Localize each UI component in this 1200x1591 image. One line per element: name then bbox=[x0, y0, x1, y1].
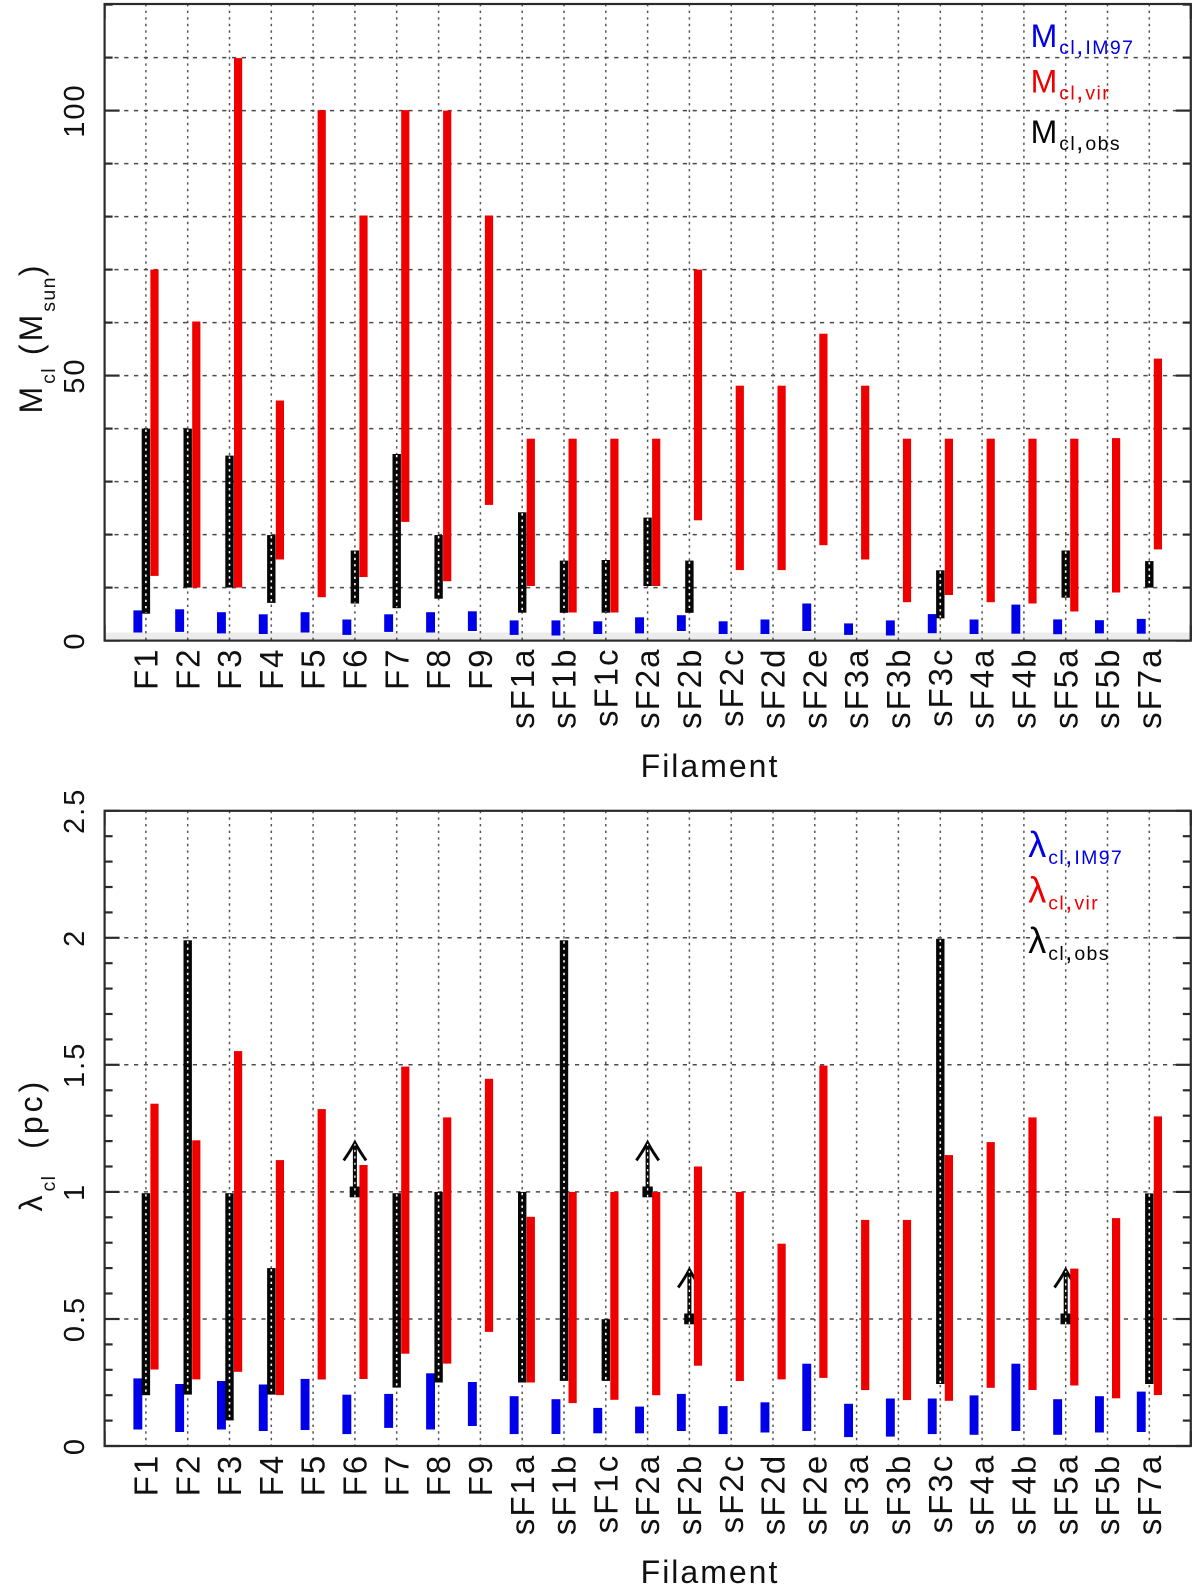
svg-text:sF3c: sF3c bbox=[922, 1454, 959, 1534]
svg-text:F7: F7 bbox=[378, 648, 415, 691]
svg-text:50: 50 bbox=[59, 357, 91, 393]
svg-text:2.5: 2.5 bbox=[59, 788, 91, 834]
svg-text:sF3c: sF3c bbox=[922, 648, 959, 728]
svg-text:F6: F6 bbox=[337, 648, 374, 691]
svg-text:sF2e: sF2e bbox=[796, 1454, 833, 1535]
svg-text:F5: F5 bbox=[295, 1454, 332, 1497]
svg-text:sF3a: sF3a bbox=[838, 1454, 875, 1535]
svg-text:sF2b: sF2b bbox=[671, 1454, 708, 1535]
svg-text:F8: F8 bbox=[420, 1454, 457, 1497]
svg-text:sF4a: sF4a bbox=[964, 1454, 1001, 1535]
svg-text:sF2d: sF2d bbox=[755, 1454, 792, 1535]
svg-text:sF4b: sF4b bbox=[1006, 1454, 1043, 1535]
svg-text:sF1c: sF1c bbox=[587, 648, 624, 728]
svg-text:sF2a: sF2a bbox=[629, 1454, 666, 1535]
svg-text:sF5a: sF5a bbox=[1047, 648, 1084, 729]
svg-text:F3: F3 bbox=[211, 648, 248, 691]
svg-text:F2: F2 bbox=[169, 1454, 206, 1497]
svg-text:sF1c: sF1c bbox=[587, 1454, 624, 1534]
svg-text:F6: F6 bbox=[337, 1454, 374, 1497]
svg-text:Filament: Filament bbox=[641, 748, 780, 784]
svg-text:sF5a: sF5a bbox=[1047, 1454, 1084, 1535]
svg-text:0: 0 bbox=[59, 632, 91, 650]
svg-text:F9: F9 bbox=[462, 648, 499, 691]
svg-text:F9: F9 bbox=[462, 1454, 499, 1497]
svg-text:sF1a: sF1a bbox=[504, 648, 541, 729]
svg-text:F2: F2 bbox=[169, 648, 206, 691]
svg-text:F1: F1 bbox=[128, 1454, 165, 1497]
svg-text:sF2c: sF2c bbox=[713, 1454, 750, 1534]
svg-text:sF5b: sF5b bbox=[1089, 1454, 1126, 1535]
svg-text:sF3b: sF3b bbox=[880, 648, 917, 729]
svg-text:Filament: Filament bbox=[641, 1554, 780, 1590]
svg-text:sF2b: sF2b bbox=[671, 648, 708, 729]
svg-text:sF1b: sF1b bbox=[546, 1454, 583, 1535]
svg-text:sF2c: sF2c bbox=[713, 648, 750, 728]
svg-text:F5: F5 bbox=[295, 648, 332, 691]
svg-text:sF3a: sF3a bbox=[838, 648, 875, 729]
svg-text:sF4b: sF4b bbox=[1006, 648, 1043, 729]
svg-text:2: 2 bbox=[59, 929, 91, 947]
svg-text:F1: F1 bbox=[128, 648, 165, 691]
svg-text:1: 1 bbox=[59, 1183, 91, 1201]
svg-text:0.5: 0.5 bbox=[59, 1296, 91, 1342]
svg-text:1.5: 1.5 bbox=[59, 1042, 91, 1088]
svg-text:0: 0 bbox=[59, 1437, 91, 1455]
svg-text:sF7a: sF7a bbox=[1131, 1454, 1168, 1535]
svg-text:sF3b: sF3b bbox=[880, 1454, 917, 1535]
svg-text:F4: F4 bbox=[253, 648, 290, 691]
svg-text:Mcl,IM97: Mcl,IM97 bbox=[1031, 18, 1135, 60]
svg-text:F4: F4 bbox=[253, 1454, 290, 1497]
svg-text:sF4a: sF4a bbox=[964, 648, 1001, 729]
svg-text:F7: F7 bbox=[378, 1454, 415, 1497]
svg-text:sF1a: sF1a bbox=[504, 1454, 541, 1535]
svg-text:sF5b: sF5b bbox=[1089, 648, 1126, 729]
svg-text:F8: F8 bbox=[420, 648, 457, 691]
svg-text:F3: F3 bbox=[211, 1454, 248, 1497]
svg-text:sF2e: sF2e bbox=[796, 648, 833, 729]
svg-text:100: 100 bbox=[59, 83, 91, 137]
svg-text:sF2a: sF2a bbox=[629, 648, 666, 729]
svg-text:sF2d: sF2d bbox=[755, 648, 792, 729]
svg-text:sF7a: sF7a bbox=[1131, 648, 1168, 729]
svg-text:sF1b: sF1b bbox=[546, 648, 583, 729]
